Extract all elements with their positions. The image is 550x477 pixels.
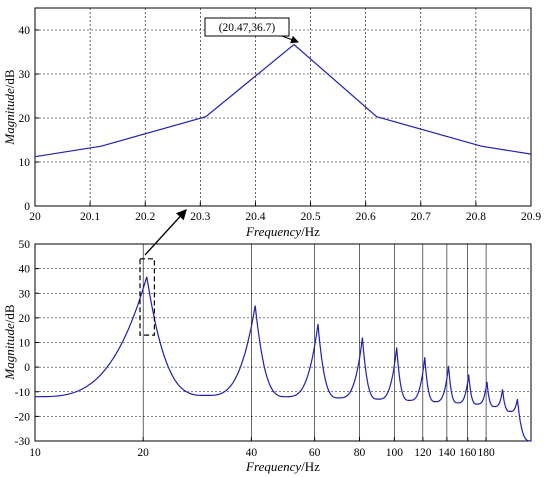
bottom-chart-x-label: Frequency/Hz: [245, 459, 320, 474]
top-x-tick-label: 20.7: [411, 211, 431, 223]
bottom-x-tick-label: 20: [137, 447, 149, 459]
bottom-y-tick-label: 30: [19, 288, 31, 300]
bottom-x-tick-label: 40: [246, 447, 258, 459]
bottom-x-tick-label: 160: [459, 447, 477, 459]
top-x-tick-label: 20.9: [521, 211, 541, 223]
peak-annotation-arrow: [281, 35, 299, 44]
peak-annotation-label: (20.47,36.7): [219, 22, 276, 34]
bottom-x-tick-label: 120: [414, 447, 432, 459]
top-chart-x-ticks: 20 20.1 20.2 20.3 20.4 20.5 20.6 20.7 20.8 20.9: [29, 202, 541, 223]
bottom-y-tick-label: 50: [19, 239, 31, 251]
bottom-y-tick-label: -30: [15, 436, 31, 448]
bottom-x-tick-label: 10: [29, 447, 41, 459]
top-x-tick-label: 20: [29, 211, 41, 223]
bottom-chart-y-ticks: -30 -20 -10 0 10 20 30 40 50: [15, 239, 39, 448]
top-chart-y-label: Magnitude/dB: [2, 69, 17, 145]
bottom-chart-grid: [35, 244, 531, 441]
zoom-highlight-box: [139, 258, 155, 336]
bottom-chart-series-line: [35, 276, 531, 442]
top-x-tick-label: 20.2: [135, 211, 155, 223]
zoom-link-arrow: [144, 209, 187, 256]
top-y-tick-label: 10: [19, 157, 31, 169]
bottom-x-tick-label: 100: [386, 447, 404, 459]
top-x-tick-label: 20.5: [300, 211, 320, 223]
bottom-y-tick-label: -20: [15, 411, 31, 423]
bottom-x-tick-label: 60: [309, 447, 321, 459]
top-x-tick-label: 20.6: [356, 211, 376, 223]
top-y-tick-label: 20: [19, 113, 31, 125]
bottom-chart-y-label: Magnitude/dB: [2, 304, 17, 380]
bottom-chart: 10 20 40 60 80 100 120 140 160 180 -30 -20 -10 0 10 20…: [2, 209, 532, 474]
peak-annotation-box: [204, 17, 290, 37]
bottom-y-tick-label: 10: [19, 338, 31, 350]
top-chart-series-line: [34, 43, 532, 158]
bottom-y-tick-label: 20: [19, 313, 31, 325]
top-x-tick-label: 20.1: [80, 211, 100, 223]
top-chart-x-label: Frequency/Hz: [245, 224, 320, 239]
bottom-x-tick-label: 180: [477, 447, 495, 459]
bottom-x-tick-label: 140: [438, 447, 456, 459]
top-y-tick-label: 30: [19, 69, 31, 81]
top-x-tick-label: 20.3: [190, 211, 210, 223]
bottom-y-tick-label: -10: [15, 387, 31, 399]
top-y-tick-label: 40: [19, 25, 31, 37]
top-chart-grid: [35, 8, 531, 206]
bottom-x-tick-label: 80: [354, 447, 366, 459]
top-x-tick-label: 20.8: [466, 211, 486, 223]
top-chart: 20 20.1 20.2 20.3 20.4 20.5 20.6 20.7 20.8 20.9 0…: [2, 7, 541, 239]
bottom-chart-x-ticks: 10 20 40 60 80 100 120 140 160 180: [29, 437, 495, 459]
top-y-tick-label: 0: [24, 201, 30, 213]
top-chart-frame: [34, 7, 532, 207]
bottom-y-tick-label: 40: [19, 264, 31, 276]
top-x-tick-label: 20.4: [245, 211, 265, 223]
bottom-y-tick-label: 0: [24, 362, 30, 374]
top-chart-y-ticks: 0 10 20 30 40: [19, 25, 39, 213]
